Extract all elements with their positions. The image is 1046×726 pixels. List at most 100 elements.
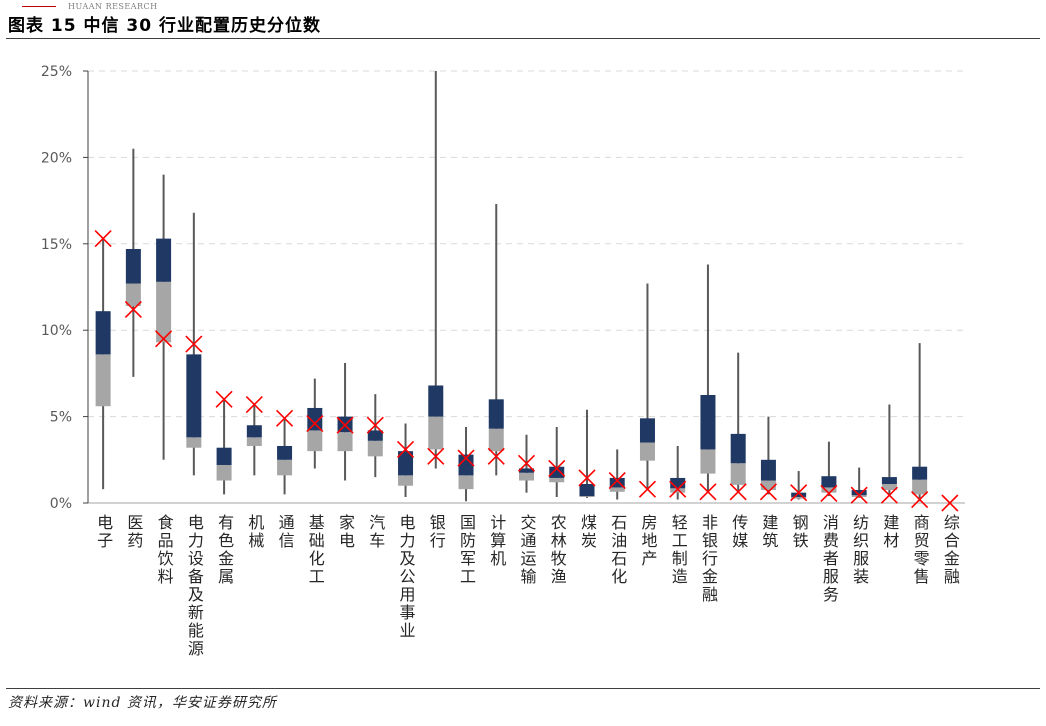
chart-title: 图表 15 中信 30 行业配置历史分位数 [8, 16, 321, 36]
box-lower [277, 459, 293, 476]
box-group [366, 394, 384, 478]
x-tick-label: 电力及公用事业 [396, 514, 416, 640]
box-lower [639, 442, 655, 461]
box-group [608, 449, 626, 500]
current-marker-stroke [457, 449, 475, 467]
box-group [427, 71, 445, 469]
current-marker [880, 486, 898, 504]
y-tick-label: 25% [41, 64, 72, 80]
current-marker [638, 480, 657, 498]
box-lower [428, 416, 444, 450]
current-marker-stroke [517, 454, 536, 472]
current-marker-stroke [608, 471, 626, 490]
box-upper [307, 407, 323, 431]
current-marker-stroke [185, 335, 203, 353]
box-group [850, 467, 868, 504]
box-group [699, 264, 717, 501]
box-group [215, 390, 233, 495]
x-tick-label: 计算机 [487, 514, 507, 568]
box-lower [912, 479, 928, 495]
x-tick-label: 银行 [426, 514, 446, 550]
current-marker [941, 494, 959, 512]
current-marker-stroke [245, 395, 263, 414]
box-upper [246, 425, 262, 438]
box-group [578, 409, 596, 498]
box-lower [730, 463, 746, 485]
current-marker-stroke [276, 409, 294, 427]
y-tick-label: 20% [41, 150, 72, 166]
x-tick-label: 家电 [336, 514, 356, 550]
current-marker [487, 447, 505, 465]
box-group [155, 174, 173, 460]
box-group [336, 363, 354, 481]
current-marker [759, 483, 777, 501]
current-marker [336, 416, 354, 434]
box-lower [367, 440, 383, 457]
x-tick-label: 医药 [124, 514, 144, 550]
x-tick-label: 传媒 [729, 514, 749, 550]
x-tick-label: 综合金融 [940, 514, 960, 586]
box-upper [760, 459, 776, 481]
current-marker-stroke [880, 486, 898, 504]
current-marker-stroke [941, 494, 959, 512]
current-marker-stroke [759, 483, 777, 501]
current-marker-stroke [638, 480, 657, 498]
x-tick-label: 建筑 [759, 514, 779, 550]
box-group [487, 204, 505, 476]
current-marker [548, 459, 566, 478]
current-marker [276, 409, 294, 427]
box-group [94, 230, 112, 490]
box-group [729, 352, 747, 501]
box-lower [488, 428, 504, 452]
x-tick-label: 商贸零售 [910, 514, 930, 586]
current-marker [155, 330, 173, 348]
current-marker [850, 486, 868, 504]
box-upper [881, 477, 897, 484]
box-group [245, 395, 263, 476]
current-marker [911, 490, 929, 509]
box-lower [337, 432, 353, 452]
current-marker [669, 480, 687, 498]
box-group [759, 416, 777, 501]
current-marker-stroke [669, 480, 687, 498]
x-tick-label: 电子 [94, 514, 114, 550]
y-tick-label: 10% [41, 323, 72, 339]
x-tick-label: 建材 [880, 514, 900, 550]
current-marker [578, 469, 596, 487]
box-lower [519, 472, 534, 481]
box-group [396, 423, 415, 497]
brand-name: HUAAN RESEARCH [68, 1, 158, 11]
current-marker [124, 300, 142, 319]
box-upper [216, 447, 232, 465]
current-marker [306, 414, 324, 433]
box-lower [609, 487, 625, 492]
x-tick-label: 纺织服装 [850, 514, 870, 586]
current-marker [215, 390, 233, 408]
box-upper [95, 311, 111, 355]
box-upper [549, 466, 565, 478]
current-marker-stroke [820, 484, 838, 503]
current-marker [457, 449, 475, 467]
current-marker-stroke [911, 490, 929, 509]
box-group [820, 441, 838, 503]
y-tick-label: 15% [41, 237, 72, 253]
box-lower [95, 354, 111, 407]
current-marker-stroke [94, 230, 112, 248]
box-upper [186, 354, 202, 438]
x-tick-label: 通信 [275, 514, 295, 550]
current-marker-stroke [336, 416, 354, 434]
box-upper [912, 466, 928, 480]
x-tick-label: 房地产 [638, 514, 658, 568]
box-upper [367, 430, 383, 441]
current-marker-stroke [578, 469, 596, 487]
box-lower [398, 475, 414, 486]
current-marker [517, 454, 536, 472]
box-lower [579, 496, 595, 497]
x-tick-label: 钢铁 [789, 514, 809, 550]
box-lower [246, 437, 262, 446]
current-marker [94, 230, 112, 248]
box-lower [700, 449, 716, 474]
x-tick-label: 国防军工 [457, 514, 477, 586]
box-lower [881, 483, 897, 491]
x-tick-label: 农林牧渔 [547, 514, 567, 586]
